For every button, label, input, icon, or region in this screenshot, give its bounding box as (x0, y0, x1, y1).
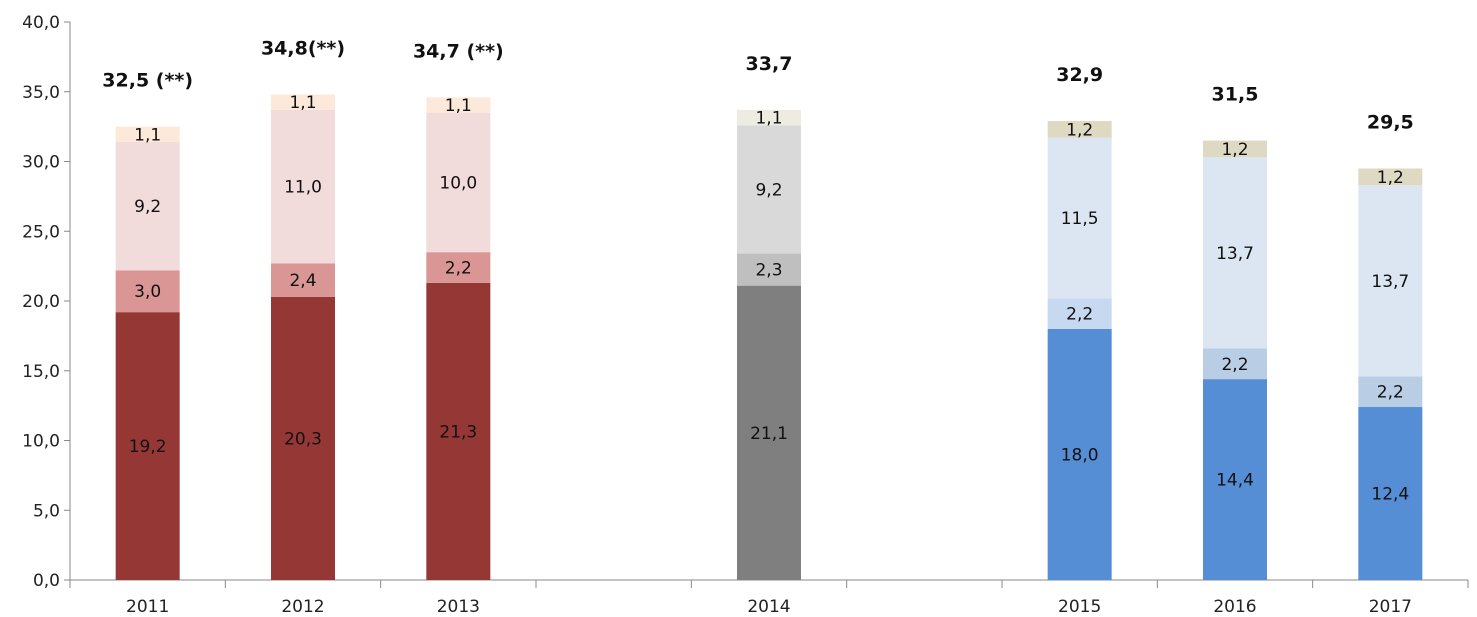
bar-total-label: 32,5 (**) (102, 70, 193, 92)
bar-segment (1203, 157, 1267, 349)
segment-value-label: 13,7 (1216, 244, 1254, 264)
segment-value-label: 18,0 (1061, 445, 1099, 465)
bar-segment (737, 125, 801, 254)
segment-value-label: 11,5 (1061, 209, 1099, 229)
bar-segment (1203, 379, 1267, 580)
bar-segment (115, 270, 180, 313)
segment-value-label: 1,1 (755, 109, 782, 129)
bar-segment (737, 285, 801, 580)
bar-total-label: 33,7 (746, 53, 793, 75)
x-tick-label: 2013 (437, 597, 480, 617)
y-tick-label: 15,0 (22, 362, 60, 382)
x-tick-label: 2016 (1213, 597, 1256, 617)
bar-segment (1358, 407, 1423, 580)
segment-value-label: 1,1 (445, 96, 472, 116)
segment-value-label: 2,2 (1221, 355, 1248, 375)
y-tick-label: 40,0 (22, 13, 60, 33)
segment-value-label: 1,2 (1066, 120, 1093, 140)
bar-segment (426, 112, 491, 253)
segment-value-label: 2,2 (445, 259, 472, 279)
segment-value-label: 14,4 (1216, 471, 1254, 491)
bar-total-label: 29,5 (1367, 111, 1414, 133)
x-tick-label: 2014 (747, 597, 790, 617)
bar-segment (271, 94, 335, 110)
bar-segment (737, 109, 801, 126)
segment-value-label: 3,0 (134, 282, 161, 302)
bar-segment (115, 141, 180, 271)
y-tick-label: 30,0 (22, 153, 60, 173)
bar-total-label: 34,7 (**) (413, 40, 504, 62)
bar-segment (115, 312, 180, 580)
segment-value-label: 21,1 (750, 424, 788, 444)
segment-value-label: 1,2 (1377, 168, 1404, 188)
y-tick-label: 5,0 (33, 501, 60, 521)
bar-total-label: 32,9 (1056, 64, 1103, 86)
segment-value-label: 1,2 (1221, 140, 1248, 160)
segment-value-label: 2,2 (1377, 383, 1404, 403)
bar-segment (271, 296, 335, 580)
x-tick-label: 2017 (1369, 597, 1412, 617)
segment-value-label: 13,7 (1371, 272, 1409, 292)
segment-value-label: 9,2 (134, 197, 161, 217)
bar-segment (271, 263, 335, 297)
x-tick-label: 2012 (281, 597, 324, 617)
bar-segment (1047, 121, 1112, 138)
bar-segment (1358, 376, 1423, 408)
segment-value-label: 1,1 (134, 125, 161, 145)
segment-value-label: 10,0 (439, 173, 477, 193)
x-tick-label: 2011 (126, 597, 169, 617)
bar-segment (115, 126, 180, 142)
segment-value-label: 9,2 (755, 180, 782, 200)
segment-value-label: 2,3 (755, 261, 782, 281)
axes: 0,0 5,0 10,0 15,0 20,0 25,0 30,0 35,0 40,0 2011 20… (22, 13, 1469, 617)
bar-segment (1358, 168, 1423, 186)
y-tick-label: 25,0 (22, 222, 60, 242)
bar-segment (1047, 298, 1112, 329)
segment-value-label: 2,2 (1066, 305, 1093, 325)
segment-value-label: 1,1 (289, 93, 316, 113)
bar-segment (426, 252, 491, 283)
bars (115, 94, 1423, 580)
bar-segment (426, 282, 491, 580)
segment-value-label: 20,3 (284, 429, 322, 449)
bar-segment (1203, 348, 1267, 380)
x-tick-label: 2015 (1058, 597, 1101, 617)
y-tick-label: 35,0 (22, 83, 60, 103)
segment-value-label: 19,2 (129, 437, 167, 457)
segment-value-label: 21,3 (439, 422, 477, 442)
y-tick-label: 20,0 (22, 292, 60, 312)
segment-value-label: 11,0 (284, 178, 322, 198)
bar-segment (1047, 137, 1112, 299)
labels: 19,2 3,0 9,2 1,1 32,5 (**) 20,3 2,4 11,0 1,1 34,8… (102, 38, 1413, 505)
bar-total-label: 31,5 (1212, 84, 1259, 106)
y-tick-label: 10,0 (22, 432, 60, 452)
y-tick-label: 0,0 (33, 571, 60, 591)
bar-segment (271, 109, 335, 264)
segment-value-label: 12,4 (1371, 485, 1409, 505)
bar-segment (1203, 140, 1267, 158)
bar-segment (1358, 185, 1423, 377)
bar-segment (737, 253, 801, 286)
bar-segment (426, 97, 491, 113)
segment-value-label: 2,4 (289, 271, 316, 291)
bar-segment (1047, 328, 1112, 580)
bar-total-label: 34,8(**) (261, 38, 345, 60)
